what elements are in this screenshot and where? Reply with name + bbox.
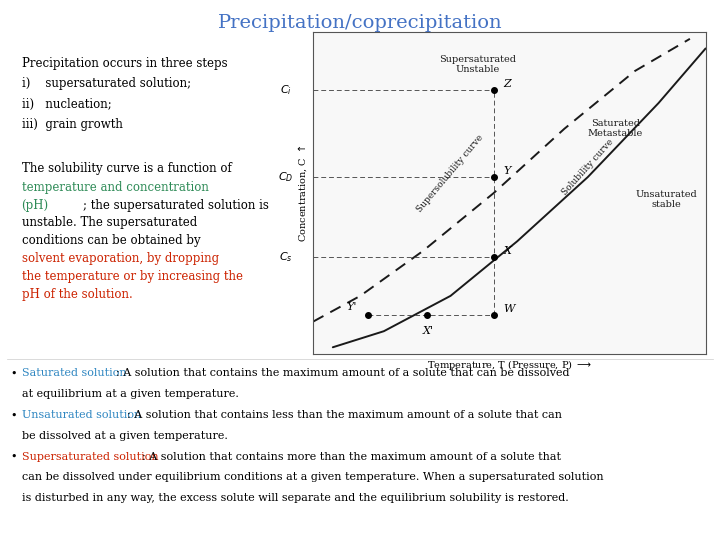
Text: (pH): (pH) — [22, 199, 49, 212]
Text: Y: Y — [503, 166, 511, 176]
Text: Concentration, C $\uparrow$: Concentration, C $\uparrow$ — [296, 144, 309, 242]
Text: •: • — [11, 452, 17, 462]
Text: be dissolved at a given temperature.: be dissolved at a given temperature. — [22, 431, 228, 441]
Text: The solubility curve is a function of: The solubility curve is a function of — [22, 162, 231, 175]
Text: Saturated
Metastable: Saturated Metastable — [588, 119, 643, 138]
Text: can be dissolved under equilibrium conditions at a given temperature. When a sup: can be dissolved under equilibrium condi… — [22, 472, 603, 483]
Text: temperature and concentration: temperature and concentration — [22, 181, 209, 194]
Text: •: • — [11, 368, 17, 379]
Text: •: • — [11, 410, 17, 421]
Text: $C_i$: $C_i$ — [280, 83, 292, 97]
Text: : A solution that contains the maximum amount of a solute that can be dissolved: : A solution that contains the maximum a… — [116, 368, 570, 379]
Text: Precipitation occurs in three steps: Precipitation occurs in three steps — [22, 57, 228, 70]
X-axis label: Temperature, T (Pressure, P) $\longrightarrow$: Temperature, T (Pressure, P) $\longright… — [427, 358, 592, 372]
Text: Saturated solution: Saturated solution — [22, 368, 126, 379]
Text: ; the supersaturated solution is: ; the supersaturated solution is — [83, 199, 269, 212]
Text: Solubility curve: Solubility curve — [560, 138, 616, 197]
Text: Y': Y' — [346, 302, 357, 312]
Text: Supersolubility curve: Supersolubility curve — [415, 133, 485, 214]
Text: Z: Z — [503, 79, 511, 89]
Text: Supersaturated solution: Supersaturated solution — [22, 452, 158, 462]
Text: pH of the solution.: pH of the solution. — [22, 288, 132, 301]
Text: solvent evaporation, by dropping: solvent evaporation, by dropping — [22, 252, 219, 265]
Text: $C_s$: $C_s$ — [279, 251, 292, 264]
Text: Unsaturated solution: Unsaturated solution — [22, 410, 141, 421]
Text: Unsaturated
stable: Unsaturated stable — [636, 190, 697, 209]
Text: ii)   nucleation;: ii) nucleation; — [22, 98, 112, 111]
Text: W: W — [503, 304, 515, 314]
Text: Supersaturated
Unstable: Supersaturated Unstable — [439, 55, 516, 75]
Text: unstable. The supersaturated: unstable. The supersaturated — [22, 216, 197, 229]
Text: conditions can be obtained by: conditions can be obtained by — [22, 234, 200, 247]
Text: $C_D$: $C_D$ — [278, 170, 294, 184]
Text: the temperature or by increasing the: the temperature or by increasing the — [22, 270, 243, 283]
Text: i)    supersaturated solution;: i) supersaturated solution; — [22, 77, 191, 90]
Text: Precipitation/coprecipitation: Precipitation/coprecipitation — [217, 14, 503, 31]
Text: X: X — [503, 246, 511, 256]
Text: : A solution that contains more than the maximum amount of a solute that: : A solution that contains more than the… — [143, 452, 562, 462]
Text: is disturbed in any way, the excess solute will separate and the equilibrium sol: is disturbed in any way, the excess solu… — [22, 493, 568, 503]
Text: iii)  grain growth: iii) grain growth — [22, 118, 122, 131]
Text: at equilibrium at a given temperature.: at equilibrium at a given temperature. — [22, 389, 238, 399]
Text: : A solution that contains less than the maximum amount of a solute that can: : A solution that contains less than the… — [127, 410, 562, 421]
Text: X': X' — [423, 326, 434, 336]
